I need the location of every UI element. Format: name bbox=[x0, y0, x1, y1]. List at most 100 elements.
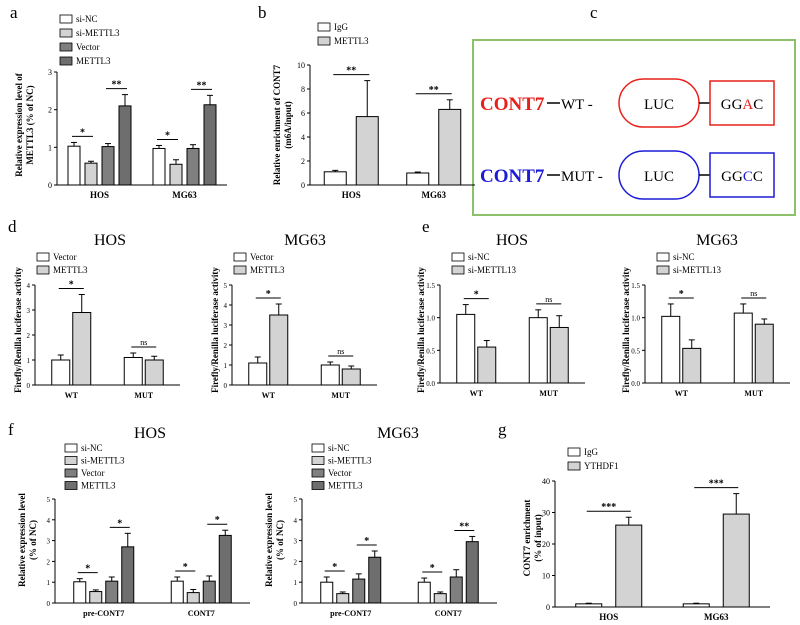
bar bbox=[733, 312, 753, 384]
bar bbox=[477, 346, 497, 384]
x-tick-label: WT bbox=[470, 389, 484, 398]
legend-swatch bbox=[64, 481, 78, 490]
legend-label: si-METTL3 bbox=[328, 456, 372, 466]
subplot-title: MG63 bbox=[696, 232, 738, 249]
y-tick-label: 8 bbox=[301, 85, 305, 94]
significance-label: * bbox=[80, 127, 85, 138]
y-axis-label: Firefly/Renilla luciferase activity bbox=[13, 267, 23, 393]
x-tick-label: HOS bbox=[342, 190, 361, 200]
bar bbox=[118, 105, 132, 186]
legend-swatch bbox=[656, 252, 670, 262]
x-tick-label: HOS bbox=[90, 190, 109, 200]
significance-label: * bbox=[117, 518, 122, 529]
bar bbox=[152, 147, 166, 186]
panel-d-ylabel: Firefly/Renilla luciferase activity bbox=[13, 267, 23, 393]
legend-swatch bbox=[567, 461, 581, 471]
x-tick-label: pre-CONT7 bbox=[330, 609, 371, 618]
bar bbox=[661, 315, 681, 384]
panel-f-ylabel: Relative expression level (% of NC) bbox=[264, 493, 285, 587]
bar bbox=[218, 534, 232, 604]
legend-label: YTHDF1 bbox=[584, 461, 619, 471]
legend-swatch bbox=[59, 56, 73, 66]
bar bbox=[341, 368, 361, 386]
subplot-title: HOS bbox=[134, 425, 166, 442]
legend-swatch bbox=[656, 265, 670, 275]
legend-swatch bbox=[233, 265, 247, 275]
bar bbox=[682, 603, 710, 608]
y-tick-label: 10 bbox=[297, 61, 305, 70]
y-tick-label: 0 bbox=[301, 181, 305, 190]
bar bbox=[320, 581, 334, 604]
y-tick-label: 0 bbox=[224, 382, 228, 390]
legend-label: si-METTL13 bbox=[468, 265, 516, 275]
y-tick-label: 2 bbox=[294, 558, 298, 566]
bar bbox=[169, 163, 183, 186]
bar bbox=[406, 172, 430, 186]
legend-swatch bbox=[311, 456, 325, 465]
bar bbox=[101, 146, 115, 186]
construct-tag: MUT - bbox=[561, 169, 603, 185]
y-tick-label: 5 bbox=[47, 496, 51, 504]
panel-e-ylabel: Firefly/Renilla luciferase activity bbox=[621, 267, 631, 393]
legend-label: si-NC bbox=[76, 14, 98, 24]
legend-label: METTL3 bbox=[328, 481, 363, 491]
construct-name: CONT7 bbox=[480, 166, 545, 187]
bar bbox=[202, 580, 216, 604]
legend-label: IgG bbox=[334, 22, 348, 32]
y-tick-label: 2 bbox=[27, 332, 31, 340]
bar bbox=[352, 578, 366, 604]
legend-label: Vector bbox=[53, 252, 77, 262]
bar bbox=[89, 591, 103, 604]
panel-b-ylabel: Relative enrichment of CONT7 (m6A/input) bbox=[272, 64, 293, 185]
y-tick-label: 1 bbox=[27, 357, 31, 365]
legend-label: si-METTL3 bbox=[76, 28, 120, 38]
bar bbox=[105, 580, 119, 604]
y-axis-label: Firefly/Renilla luciferase activity bbox=[416, 267, 426, 393]
legend-label: si-METTL13 bbox=[673, 265, 721, 275]
legend-swatch bbox=[451, 252, 465, 262]
y-tick-label: 0.5 bbox=[426, 347, 435, 355]
y-axis-label: (m6A/input) bbox=[283, 101, 293, 149]
panel-a-label: a bbox=[10, 3, 18, 22]
y-axis-label: Relative expression level of bbox=[14, 72, 24, 177]
bar bbox=[51, 359, 71, 386]
y-axis-label: Firefly/Renilla luciferase activity bbox=[621, 267, 631, 393]
motif-box bbox=[709, 80, 775, 126]
significance-label: *** bbox=[709, 479, 724, 490]
bar bbox=[449, 576, 463, 604]
significance-label: * bbox=[364, 536, 369, 547]
significance-label: * bbox=[332, 562, 337, 573]
legend-label: IgG bbox=[584, 447, 598, 457]
legend-label: si-NC bbox=[328, 443, 350, 453]
significance-label: * bbox=[183, 562, 188, 573]
y-tick-label: 0 bbox=[294, 600, 298, 608]
motif-box bbox=[709, 152, 775, 198]
legend-swatch bbox=[64, 468, 78, 478]
y-axis-label: Firefly/Renilla luciferase activity bbox=[210, 267, 220, 393]
legend-label: METTL3 bbox=[81, 481, 116, 491]
y-tick-label: 1 bbox=[294, 579, 298, 587]
y-tick-label: 2 bbox=[224, 342, 228, 350]
bar bbox=[121, 546, 135, 604]
legend-label: METTL3 bbox=[250, 265, 285, 275]
y-tick-label: 5 bbox=[294, 496, 298, 504]
panel-e-ylabel: Firefly/Renilla luciferase activity bbox=[416, 267, 426, 393]
legend-swatch bbox=[311, 481, 325, 490]
x-tick-label: HOS bbox=[599, 612, 618, 622]
subplot-title: MG63 bbox=[284, 232, 326, 249]
y-tick-label: 0 bbox=[546, 603, 550, 612]
chart-d2: 0 1 2 3 4 5 WT MUT * ns bbox=[224, 282, 377, 400]
bar bbox=[203, 104, 217, 186]
y-tick-label: 1.0 bbox=[631, 315, 640, 323]
significance-label: * bbox=[679, 289, 684, 300]
y-tick-label: 3 bbox=[224, 322, 228, 330]
y-tick-label: 1.5 bbox=[631, 282, 640, 290]
significance-label: ns bbox=[750, 289, 757, 298]
y-tick-label: 6 bbox=[301, 109, 305, 118]
legend-swatch bbox=[36, 252, 50, 262]
bar bbox=[67, 145, 81, 186]
bar bbox=[355, 116, 379, 186]
y-tick-label: 2 bbox=[47, 558, 51, 566]
bar bbox=[682, 347, 702, 384]
chart-e2: 0.0 0.5 1.0 1.5 WT MUT * ns bbox=[631, 282, 790, 398]
